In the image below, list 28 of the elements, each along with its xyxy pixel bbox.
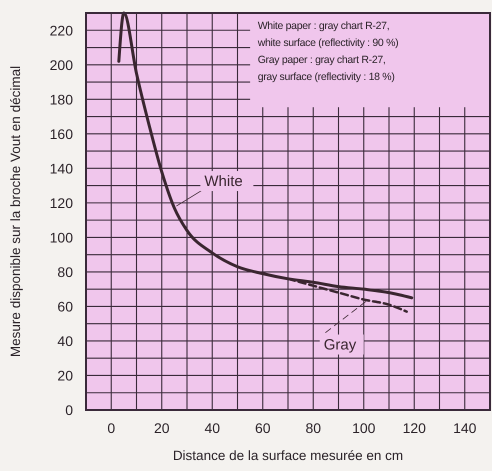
x-tick-label: 100 bbox=[352, 420, 376, 436]
y-tick-label: 60 bbox=[57, 298, 74, 314]
annotation: White paper : gray chart R-27, bbox=[258, 20, 390, 32]
y-tick-label: 120 bbox=[50, 194, 74, 211]
y-tick-label: 180 bbox=[50, 91, 74, 108]
x-tick-label: 40 bbox=[204, 420, 220, 436]
y-tick-label: 0 bbox=[65, 402, 74, 418]
y-tick-label: 40 bbox=[57, 332, 74, 349]
legend-label: Gray bbox=[324, 336, 357, 354]
x-tick-label: 0 bbox=[107, 420, 116, 436]
y-tick-label: 160 bbox=[50, 126, 74, 142]
y-axis-title: Mesure disponible sur la broche Vout en décimal bbox=[8, 66, 23, 358]
y-tick-label: 20 bbox=[57, 367, 74, 384]
y-tick-label: 80 bbox=[57, 264, 74, 280]
text: White bbox=[204, 173, 243, 190]
x-tick-label: 140 bbox=[453, 420, 477, 436]
annotation: white surface (reflectivity : 90 %) bbox=[256, 37, 398, 49]
y-tick-label: 220 bbox=[50, 22, 74, 38]
annotation: Gray paper : gray chart R-27, bbox=[258, 54, 386, 66]
x-axis-title: Distance de la surface mesurée en cm bbox=[172, 448, 404, 463]
x-tick-label: 20 bbox=[154, 420, 170, 436]
y-tick-label: 200 bbox=[50, 56, 74, 73]
y-tick-label: 100 bbox=[50, 229, 74, 246]
x-tick-label: 60 bbox=[254, 420, 271, 436]
x-tick-label: 120 bbox=[402, 420, 426, 436]
y-tick-label: 140 bbox=[50, 160, 74, 176]
annotation: gray surface (reflectivity : 18 %) bbox=[258, 71, 395, 83]
x-tick-label: 80 bbox=[305, 420, 322, 436]
